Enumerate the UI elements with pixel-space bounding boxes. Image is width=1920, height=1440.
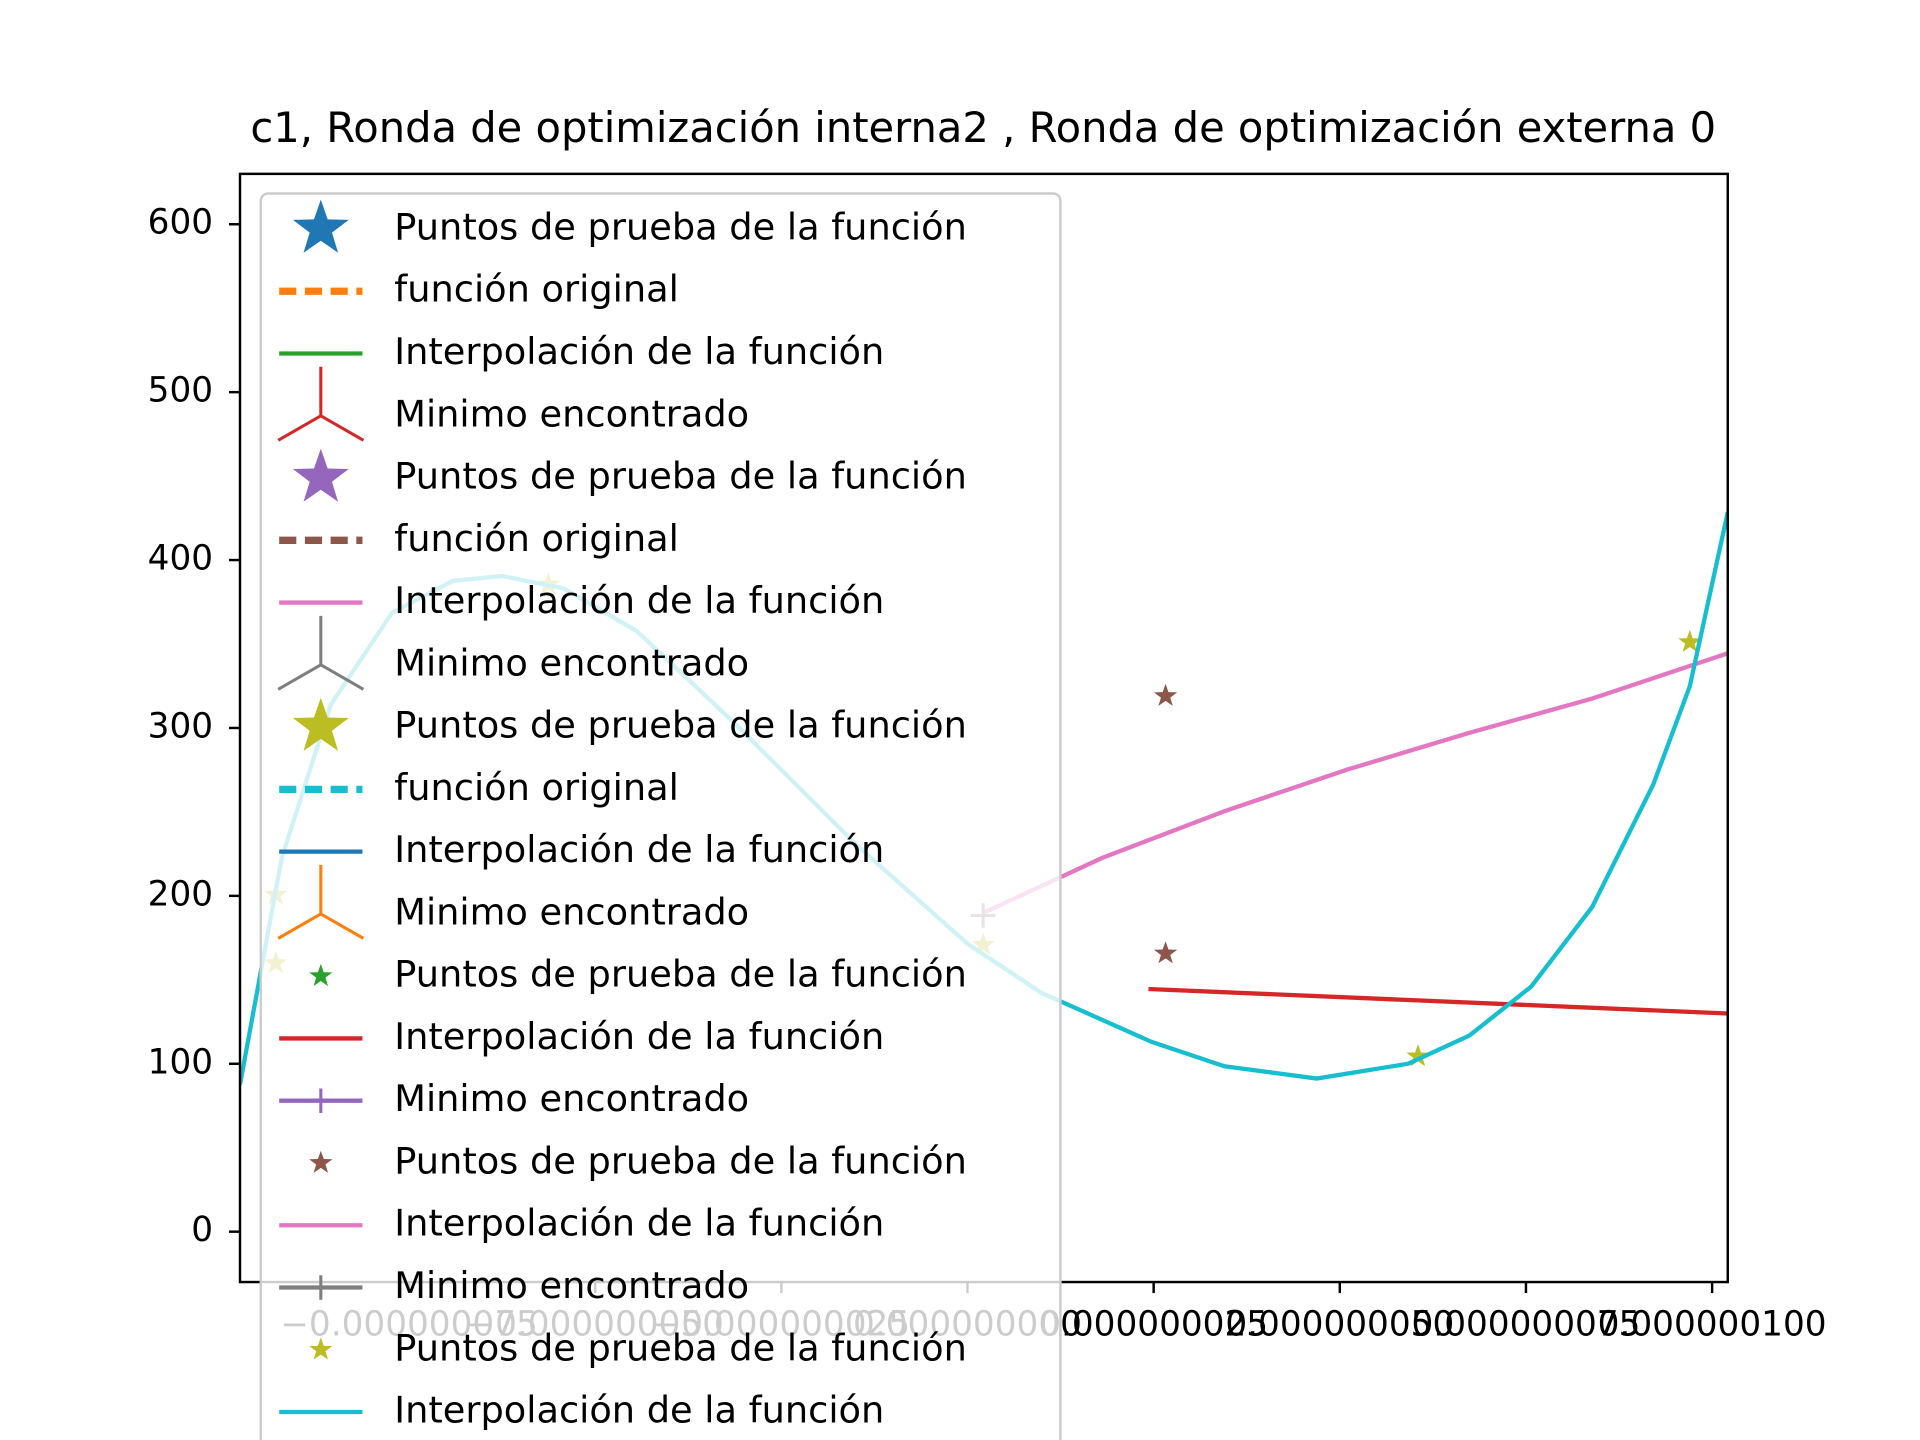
- legend-box: [259, 192, 1062, 1440]
- legend-label: Puntos de prueba de la función: [394, 1139, 967, 1182]
- legend-label: Interpolación de la función: [394, 330, 884, 373]
- x-tick-label: 0.000000050: [1225, 1305, 1454, 1345]
- star-marker: [1153, 683, 1178, 706]
- legend: Puntos de prueba de la función función or…: [259, 192, 1062, 1440]
- star-marker: [292, 199, 349, 253]
- legend-label: Interpolación de la función: [394, 1202, 884, 1245]
- legend-label: Interpolación de la función: [394, 828, 884, 871]
- legend-label: Minimo encontrado: [394, 890, 749, 933]
- star-marker: [292, 448, 349, 502]
- series-line: [1148, 986, 1728, 1016]
- plus-marker: [308, 1275, 334, 1300]
- y-tick-label: 0: [191, 1210, 213, 1250]
- legend-label: Puntos de prueba de la función: [394, 205, 967, 248]
- legend-label: Minimo encontrado: [394, 1077, 749, 1120]
- legend-label: Interpolación de la función: [394, 1015, 884, 1058]
- chart-title: c1, Ronda de optimización interna2 , Ron…: [250, 103, 1716, 152]
- x-tick-label: 0.000000100: [1598, 1305, 1827, 1345]
- tri-marker: [277, 366, 365, 442]
- star-marker: [292, 697, 349, 751]
- legend-label: Puntos de prueba de la función: [394, 704, 967, 747]
- y-tick-label: 100: [148, 1042, 213, 1082]
- star-marker: [1678, 629, 1702, 653]
- legend-label: función original: [394, 517, 679, 560]
- plus-marker: [308, 1088, 334, 1113]
- star-marker: [309, 1337, 333, 1360]
- legend-label: Interpolación de la función: [394, 579, 884, 622]
- legend-label: función original: [394, 268, 679, 311]
- x-tick-label: 0.000000025: [1039, 1305, 1268, 1345]
- star-marker: [1153, 941, 1178, 964]
- legend-label: Puntos de prueba de la función: [394, 1326, 967, 1369]
- y-tick-label: 600: [148, 203, 213, 243]
- legend-label: Puntos de prueba de la función: [394, 455, 967, 498]
- star-marker: [309, 963, 333, 987]
- series-line: [982, 651, 1728, 915]
- legend-label: Minimo encontrado: [394, 1264, 749, 1307]
- legend-label: Minimo encontrado: [394, 641, 749, 684]
- legend-label: Puntos de prueba de la función: [394, 953, 967, 996]
- y-tick-label: 500: [148, 371, 213, 411]
- x-tick-label: 0.000000075: [1412, 1305, 1641, 1345]
- star-marker: [309, 1150, 333, 1173]
- tri-marker: [277, 615, 365, 691]
- y-tick-label: 200: [148, 874, 213, 914]
- y-tick-label: 400: [148, 539, 213, 579]
- legend-label: Minimo encontrado: [394, 392, 749, 435]
- legend-label: Interpolación de la función: [394, 1389, 884, 1432]
- star-marker: [1406, 1044, 1430, 1067]
- tri-marker: [277, 864, 365, 940]
- y-tick-label: 300: [148, 706, 213, 746]
- legend-label: función original: [394, 766, 679, 809]
